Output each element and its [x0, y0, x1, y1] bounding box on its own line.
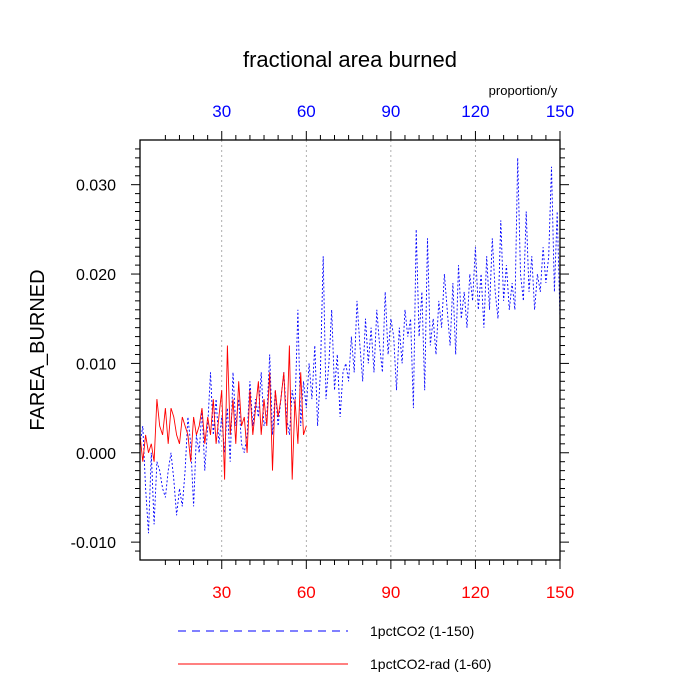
y-tick-label-1: 0.000 — [76, 446, 116, 463]
x-tick-label-top-120: 120 — [461, 102, 489, 121]
y-tick-label-3: 0.020 — [76, 267, 116, 284]
series-lines — [139, 157, 561, 534]
y-tick-label-0: -0.010 — [71, 535, 116, 552]
y-tick-label-4: 0.030 — [76, 178, 116, 195]
x-tick-label-bottom-120: 120 — [461, 583, 489, 602]
plot-frame — [139, 139, 561, 561]
x-tick-label-bottom-60: 60 — [297, 583, 316, 602]
x-tick-label-bottom-30: 30 — [212, 583, 231, 602]
x-tick-label-top-90: 90 — [381, 102, 400, 121]
legend-label-1pctco2-rad: 1pctCO2-rad (1-60) — [370, 656, 491, 672]
grid-lines — [221, 140, 476, 560]
x-tick-label-top-150: 150 — [546, 102, 574, 121]
legend: 1pctCO2 (1-150) 1pctCO2-rad (1-60) — [178, 623, 491, 672]
chart-title: fractional area burned — [243, 47, 457, 72]
x-tick-label-bottom-150: 150 — [546, 583, 574, 602]
y-axis-label: FAREA_BURNED — [27, 269, 49, 430]
series-line-1pctco2 — [139, 157, 561, 534]
x-tick-label-top-30: 30 — [212, 102, 231, 121]
units-label: proportion/y — [489, 83, 558, 98]
legend-label-1pctco2: 1pctCO2 (1-150) — [370, 623, 474, 639]
tick-labels: 30 30 60 60 90 90 120 120 150 150 -0.010 0.000 0.010… — [71, 102, 575, 602]
axis-ticks — [131, 131, 569, 569]
x-tick-label-top-60: 60 — [297, 102, 316, 121]
x-tick-label-bottom-90: 90 — [381, 583, 400, 602]
y-tick-label-2: 0.010 — [76, 356, 116, 373]
series-line-1pctco2-rad — [139, 345, 307, 480]
